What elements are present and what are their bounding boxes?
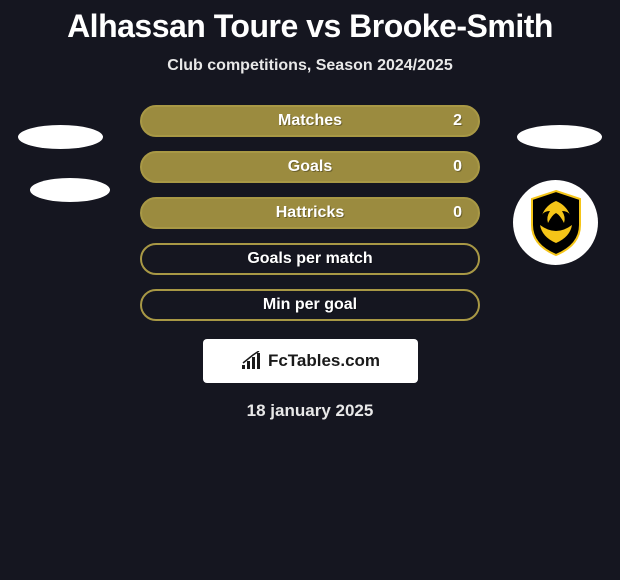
stat-bar-goals-per-match: Goals per match: [140, 243, 480, 275]
stat-label: Goals: [288, 158, 332, 176]
stat-value: 0: [453, 204, 462, 222]
chart-icon: [240, 351, 264, 371]
stat-bar-goals: Goals 0: [140, 151, 480, 183]
stat-value: 0: [453, 158, 462, 176]
stat-row: Goals per match: [0, 243, 620, 275]
stat-label: Hattricks: [276, 204, 344, 222]
stat-bar-matches: Matches 2: [140, 105, 480, 137]
stat-label: Matches: [278, 112, 342, 130]
stat-bar-hattricks: Hattricks 0: [140, 197, 480, 229]
stat-row: Hattricks 0: [0, 197, 620, 229]
stat-bar-min-per-goal: Min per goal: [140, 289, 480, 321]
subtitle: Club competitions, Season 2024/2025: [0, 57, 620, 75]
watermark-text: FcTables.com: [268, 351, 380, 371]
page-title: Alhassan Toure vs Brooke-Smith: [0, 0, 620, 45]
watermark-box: FcTables.com: [203, 339, 418, 383]
stat-label: Min per goal: [263, 296, 357, 314]
stat-label: Goals per match: [247, 250, 372, 268]
stats-container: Matches 2 Goals 0 Hattricks 0 Goals per …: [0, 105, 620, 321]
stat-value: 2: [453, 112, 462, 130]
date-text: 18 january 2025: [0, 401, 620, 421]
stat-row: Min per goal: [0, 289, 620, 321]
stat-row: Goals 0: [0, 151, 620, 183]
stat-row: Matches 2: [0, 105, 620, 137]
